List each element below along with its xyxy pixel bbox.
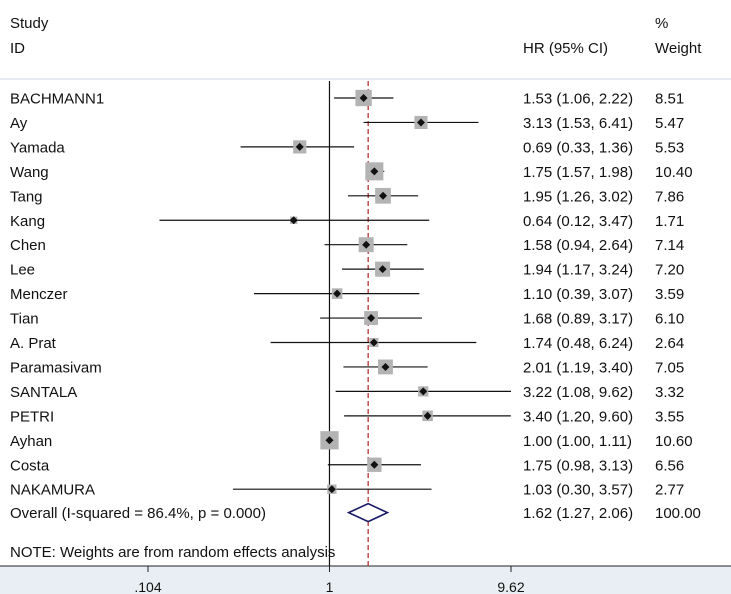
weight-text: 7.20 [655, 262, 684, 279]
point-estimate [362, 240, 371, 249]
point-estimate [367, 314, 376, 323]
point-estimate [295, 142, 304, 151]
study-label: Ayhan [10, 433, 52, 450]
header-id: ID [10, 40, 25, 57]
ci-text: 1.00 (1.00, 1.11) [523, 433, 632, 450]
weight-text: 1.71 [655, 213, 684, 230]
weight-text: 7.86 [655, 188, 684, 205]
point-estimate [327, 485, 336, 494]
ci-text: 1.75 (1.57, 1.98) [523, 164, 633, 181]
ci-text: 1.74 (0.48, 6.24) [523, 335, 633, 352]
ci-text: 1.68 (0.89, 3.17) [523, 311, 633, 328]
header-study: Study [10, 15, 49, 32]
weight-text: 7.05 [655, 359, 684, 376]
header-weight-symbol: % [655, 15, 669, 32]
point-estimate [378, 265, 387, 274]
overall-ci-text: 1.62 (1.27, 2.06) [523, 505, 633, 522]
weight-text: 7.14 [655, 237, 684, 254]
study-label: NAKAMURA [10, 482, 95, 499]
point-estimate [369, 338, 378, 347]
axis-band [0, 566, 731, 594]
ci-text: 1.95 (1.26, 3.02) [523, 188, 633, 205]
x-tick-label: 9.62 [497, 579, 524, 594]
study-label: Tang [10, 188, 43, 205]
weight-text: 5.53 [655, 139, 684, 156]
weight-text: 2.77 [655, 482, 684, 499]
study-label: Menczer [10, 286, 68, 303]
point-estimate [325, 436, 334, 445]
weight-text: 5.47 [655, 115, 684, 132]
x-tick-label: .104 [134, 579, 161, 594]
point-estimate [379, 191, 388, 200]
weight-text: 8.51 [655, 91, 684, 108]
ci-text: 2.01 (1.19, 3.40) [523, 359, 633, 376]
study-label: A. Prat [10, 335, 57, 352]
ci-text: 1.94 (1.17, 3.24) [523, 262, 633, 279]
study-label: Wang [10, 164, 49, 181]
point-estimate [381, 362, 390, 371]
study-label: Costa [10, 457, 50, 474]
point-estimate [333, 289, 342, 298]
x-tick-label: 1 [326, 579, 334, 594]
point-estimate [289, 216, 298, 225]
weight-text: 10.40 [655, 164, 693, 181]
overall-label: Overall (I-squared = 86.4%, p = 0.000) [10, 505, 266, 522]
point-estimate [423, 411, 432, 420]
study-label: Lee [10, 262, 35, 279]
ci-text: 3.22 (1.08, 9.62) [523, 384, 633, 401]
study-label: Chen [10, 237, 46, 254]
weight-text: 6.10 [655, 311, 684, 328]
weight-text: 2.64 [655, 335, 684, 352]
study-label: PETRI [10, 408, 54, 425]
study-label: Yamada [10, 139, 65, 156]
weight-text: 3.55 [655, 408, 684, 425]
weight-text: 6.56 [655, 457, 684, 474]
study-label: Paramasivam [10, 359, 102, 376]
overall-diamond [346, 502, 390, 523]
ci-text: 1.75 (0.98, 3.13) [523, 457, 633, 474]
study-label: SANTALA [10, 384, 77, 401]
ci-text: 1.10 (0.39, 3.07) [523, 286, 633, 303]
ci-text: 0.64 (0.12, 3.47) [523, 213, 633, 230]
point-estimate [370, 460, 379, 469]
ci-text: 1.03 (0.30, 3.57) [523, 482, 633, 499]
point-estimate [416, 118, 425, 127]
ci-text: 1.53 (1.06, 2.22) [523, 91, 633, 108]
study-label: BACHMANN1 [10, 91, 104, 108]
weight-text: 3.32 [655, 384, 684, 401]
study-label: Ay [10, 115, 28, 132]
study-label: Kang [10, 213, 45, 230]
ci-text: 1.58 (0.94, 2.64) [523, 237, 633, 254]
header-effect: HR (95% CI) [523, 40, 609, 57]
weight-text: 10.60 [655, 433, 693, 450]
overall-weight-text: 100.00 [655, 505, 701, 522]
point-estimate [419, 387, 428, 396]
ci-text: 3.13 (1.53, 6.41) [523, 115, 633, 132]
weights-note: NOTE: Weights are from random effects an… [10, 544, 335, 561]
point-estimate [359, 94, 368, 102]
ci-text: 3.40 (1.20, 9.60) [523, 408, 633, 425]
ci-text: 0.69 (0.33, 1.36) [523, 139, 633, 156]
header-weight: Weight [655, 40, 702, 57]
point-estimate [370, 167, 379, 176]
study-label: Tian [10, 311, 39, 328]
weight-text: 3.59 [655, 286, 684, 303]
